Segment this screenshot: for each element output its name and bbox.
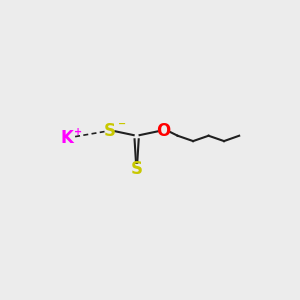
Text: K: K — [60, 129, 73, 147]
Text: S: S — [104, 122, 116, 140]
Text: +: + — [74, 127, 82, 136]
Text: O: O — [156, 122, 170, 140]
Text: S: S — [130, 160, 142, 178]
Text: −: − — [118, 119, 126, 129]
